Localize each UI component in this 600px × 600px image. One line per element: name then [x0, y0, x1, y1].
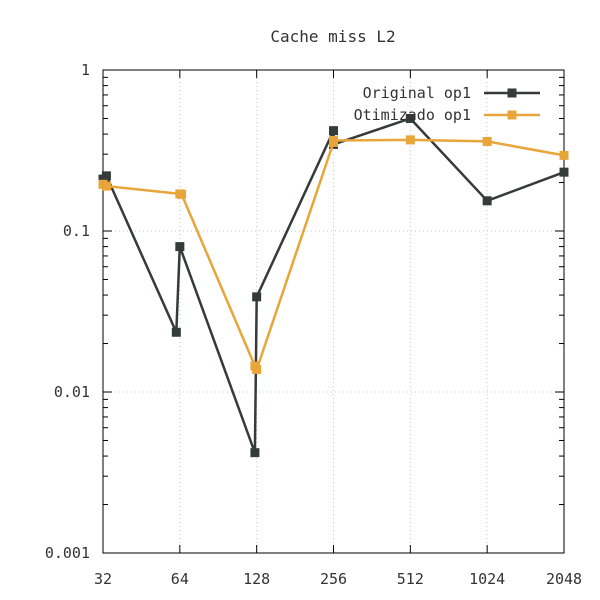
data-point [405, 135, 415, 145]
legend-marker [507, 110, 517, 120]
y-tick-label: 0.01 [54, 383, 90, 401]
x-tick-label: 128 [243, 570, 270, 588]
data-point [101, 171, 111, 181]
x-tick-label: 256 [320, 570, 347, 588]
data-point [252, 292, 262, 302]
y-tick-label: 0.001 [45, 544, 90, 562]
series-otimizado-op1 [98, 135, 569, 374]
data-point [329, 135, 338, 145]
series-layer [98, 113, 569, 458]
y-tick-label: 1 [81, 61, 90, 79]
chart-title: Cache miss L2 [270, 27, 395, 46]
data-point [252, 364, 262, 374]
data-point [482, 136, 492, 146]
data-point [559, 167, 569, 177]
data-point [171, 327, 181, 337]
x-tick-label: 1024 [469, 570, 505, 588]
grid [103, 70, 564, 553]
y-tick-label: 0.1 [63, 222, 90, 240]
legend-marker [507, 88, 517, 98]
x-tick-label: 2048 [546, 570, 582, 588]
legend-label: Original op1 [363, 84, 471, 102]
data-point [329, 126, 338, 136]
axis-ticks: 32 64 128 256 512 1024 2048 0.001 0.01 0.1 1 [45, 61, 582, 588]
data-point [482, 196, 492, 206]
plot-frame [102, 69, 565, 554]
x-tick-label: 64 [171, 570, 189, 588]
x-tick-label: 32 [94, 570, 112, 588]
data-point [559, 150, 569, 160]
legend: Original op1 Otimizado op1 [354, 84, 540, 124]
data-point [405, 113, 415, 123]
data-point [175, 242, 185, 252]
data-point [250, 448, 260, 458]
data-point [101, 181, 111, 191]
data-point [177, 189, 187, 199]
x-tick-label: 512 [397, 570, 424, 588]
legend-label: Otimizado op1 [354, 106, 471, 124]
